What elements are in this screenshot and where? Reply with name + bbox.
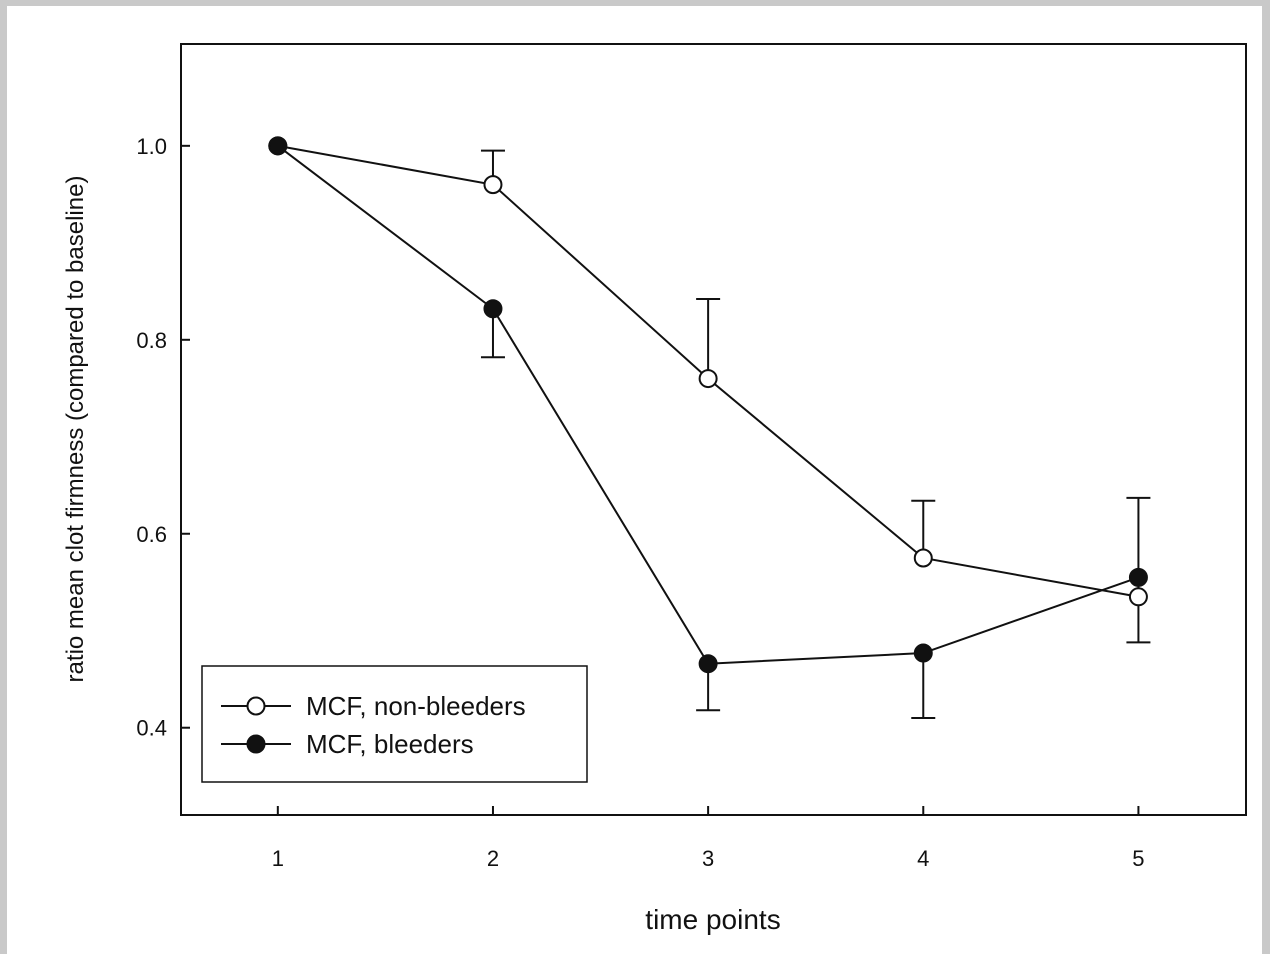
legend-label-bleeders: MCF, bleeders	[306, 729, 474, 759]
frame-top-edge	[0, 0, 1270, 6]
data-markers	[268, 136, 1148, 674]
y-tick-label: 0.6	[136, 522, 167, 547]
error-bars	[480, 149, 1151, 720]
frame-right-edge	[1262, 0, 1270, 954]
legend-marker-bleeders	[246, 734, 266, 754]
data-point-non-bleeders	[483, 175, 503, 195]
series-lines	[277, 144, 1139, 665]
data-point-bleeders	[913, 643, 933, 663]
x-tick-label: 2	[487, 846, 499, 871]
y-tick-label: 1.0	[136, 134, 167, 159]
y-axis-label: ratio mean clot firmness (compared to ba…	[62, 176, 89, 683]
frame-left-edge	[0, 0, 7, 954]
x-tick-label: 1	[272, 846, 284, 871]
data-point-bleeders	[483, 299, 503, 319]
y-tick-label: 0.8	[136, 328, 167, 353]
data-point-non-bleeders	[698, 369, 718, 389]
legend-label-non-bleeders: MCF, non-bleeders	[306, 691, 526, 721]
data-point-non-bleeders	[913, 548, 933, 568]
y-tick-label: 0.4	[136, 716, 167, 741]
data-point-non-bleeders	[1128, 587, 1148, 607]
y-axis-ticks: 0.4 0.6 0.8 1.0	[136, 134, 190, 741]
data-point-bleeders	[698, 654, 718, 674]
data-point-bleeders	[268, 136, 288, 156]
x-tick-label: 3	[702, 846, 714, 871]
legend-box	[201, 665, 588, 783]
x-axis-label: time points	[645, 904, 780, 935]
legend-marker-non-bleeders	[246, 696, 266, 716]
x-tick-label: 5	[1132, 846, 1144, 871]
x-tick-label: 4	[917, 846, 929, 871]
series-line-bleeders	[277, 145, 1139, 665]
plot-area-border	[180, 43, 1247, 816]
legend: MCF, non-bleeders MCF, bleeders	[201, 665, 588, 783]
x-axis-ticks: 1 2 3 4 5	[272, 806, 1145, 871]
data-point-bleeders	[1128, 567, 1148, 587]
